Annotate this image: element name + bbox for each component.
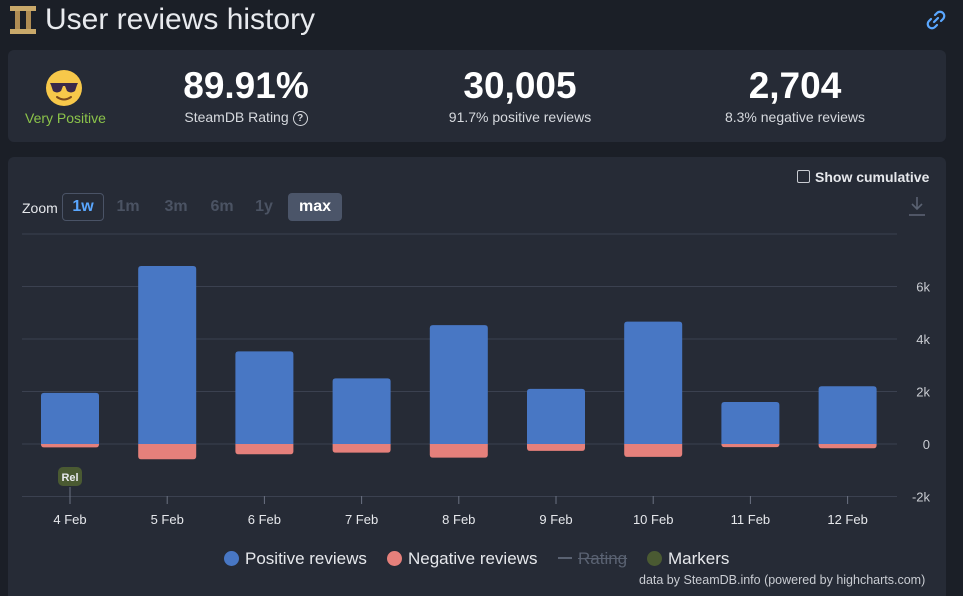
legend-markers[interactable]: Markers: [647, 549, 729, 569]
negative-bar: [721, 444, 780, 448]
negative-total: 2,704: [748, 65, 842, 106]
negative-bar: [429, 444, 488, 458]
roman-numeral-two-icon: [10, 6, 36, 34]
legend-positive[interactable]: Positive reviews: [224, 549, 367, 569]
negative-caption: 8.3% negative reviews: [724, 109, 866, 125]
legend-rating[interactable]: Rating: [558, 549, 627, 569]
y-tick-label: 6k: [916, 280, 930, 295]
positive-caption: 91.7% positive reviews: [448, 109, 592, 125]
rating-value: 89.91%: [183, 65, 309, 106]
x-tick-label: 4 Feb: [53, 512, 86, 527]
positive-total: 30,005: [463, 65, 577, 106]
x-tick-label: 7 Feb: [345, 512, 378, 527]
sunglasses-emoji-icon: [46, 70, 82, 106]
zoom-1y-button[interactable]: 1y: [255, 198, 273, 215]
x-tick-label: 12 Feb: [827, 512, 867, 527]
checkbox-icon: [797, 170, 810, 183]
release-marker-label: Rel: [61, 472, 78, 484]
y-tick-label: 2k: [916, 385, 930, 400]
legend-positive-swatch: [224, 551, 239, 566]
legend-rating-swatch: [558, 557, 572, 559]
chart-panel: Show cumulative Zoom 1w 1m 3m 6m 1y max …: [8, 157, 946, 596]
legend-negative-label: Negative reviews: [408, 549, 538, 568]
x-tick-label: 10 Feb: [633, 512, 673, 527]
legend-markers-swatch: [647, 551, 662, 566]
legend-markers-label: Markers: [668, 549, 730, 568]
legend-positive-label: Positive reviews: [245, 549, 367, 568]
x-tick-label: 5 Feb: [151, 512, 184, 527]
show-cumulative-checkbox[interactable]: Show cumulative: [797, 169, 929, 185]
negative-bar: [624, 444, 683, 457]
y-tick-label: 4k: [916, 332, 930, 347]
positive-bar: [429, 325, 488, 444]
zoom-6m-button[interactable]: 6m: [210, 198, 234, 215]
legend-negative[interactable]: Negative reviews: [387, 549, 537, 569]
zoom-3m-button[interactable]: 3m: [164, 198, 188, 215]
x-tick-label: 8 Feb: [442, 512, 475, 527]
stats-panel: Very Positive 89.91% SteamDB Rating? 30,…: [8, 50, 946, 142]
negative-bar: [138, 444, 197, 460]
zoom-label: Zoom: [22, 200, 58, 216]
positive-bar: [138, 266, 197, 444]
chart-legend: Positive reviews Negative reviews Rating…: [8, 549, 946, 569]
release-marker: [58, 467, 82, 486]
rating-label: Very Positive: [25, 110, 106, 126]
chart-credits[interactable]: data by SteamDB.info (powered by highcha…: [639, 573, 926, 587]
x-tick-label: 6 Feb: [248, 512, 281, 527]
legend-rating-label: Rating: [578, 549, 628, 568]
positive-bar: [721, 402, 780, 444]
positive-bar: [235, 351, 294, 444]
negative-reviews-block: 2,704 8.3% negative reviews: [695, 50, 895, 142]
steamdb-rating-block: 89.91% SteamDB Rating?: [156, 50, 336, 142]
negative-bar: [332, 444, 391, 453]
zoom-1w-button[interactable]: 1w: [62, 193, 104, 221]
positive-bar: [624, 321, 683, 444]
rating-label-block: Very Positive: [8, 50, 123, 142]
positive-bar: [527, 388, 585, 444]
link-icon[interactable]: [924, 8, 948, 32]
show-cumulative-label: Show cumulative: [815, 169, 930, 185]
negative-bar: [527, 444, 585, 451]
negative-bar: [41, 444, 99, 448]
positive-bar: [41, 392, 99, 444]
zoom-1m-button[interactable]: 1m: [116, 198, 140, 215]
positive-bar: [818, 386, 877, 444]
negative-bar: [818, 444, 877, 449]
x-tick-label: 11 Feb: [731, 512, 771, 527]
positive-reviews-block: 30,005 91.7% positive reviews: [420, 50, 620, 142]
x-tick-label: 9 Feb: [539, 512, 572, 527]
help-icon[interactable]: ?: [292, 111, 308, 126]
y-tick-label: 0: [923, 437, 930, 452]
zoom-max-button[interactable]: max: [288, 193, 342, 221]
rating-caption: SteamDB Rating: [184, 109, 289, 125]
download-icon[interactable]: [907, 195, 927, 217]
positive-bar: [332, 378, 391, 444]
page-title: User reviews history: [45, 3, 316, 36]
negative-bar: [235, 444, 294, 455]
y-tick-label: -2k: [912, 490, 931, 505]
legend-negative-swatch: [387, 551, 402, 566]
reviews-chart: -2k 0 2k 4k 6k 4 Feb 5 Feb 6 Feb 7 Feb 8 Feb 9 Feb…: [22, 233, 931, 527]
header: User reviews history: [0, 0, 963, 44]
